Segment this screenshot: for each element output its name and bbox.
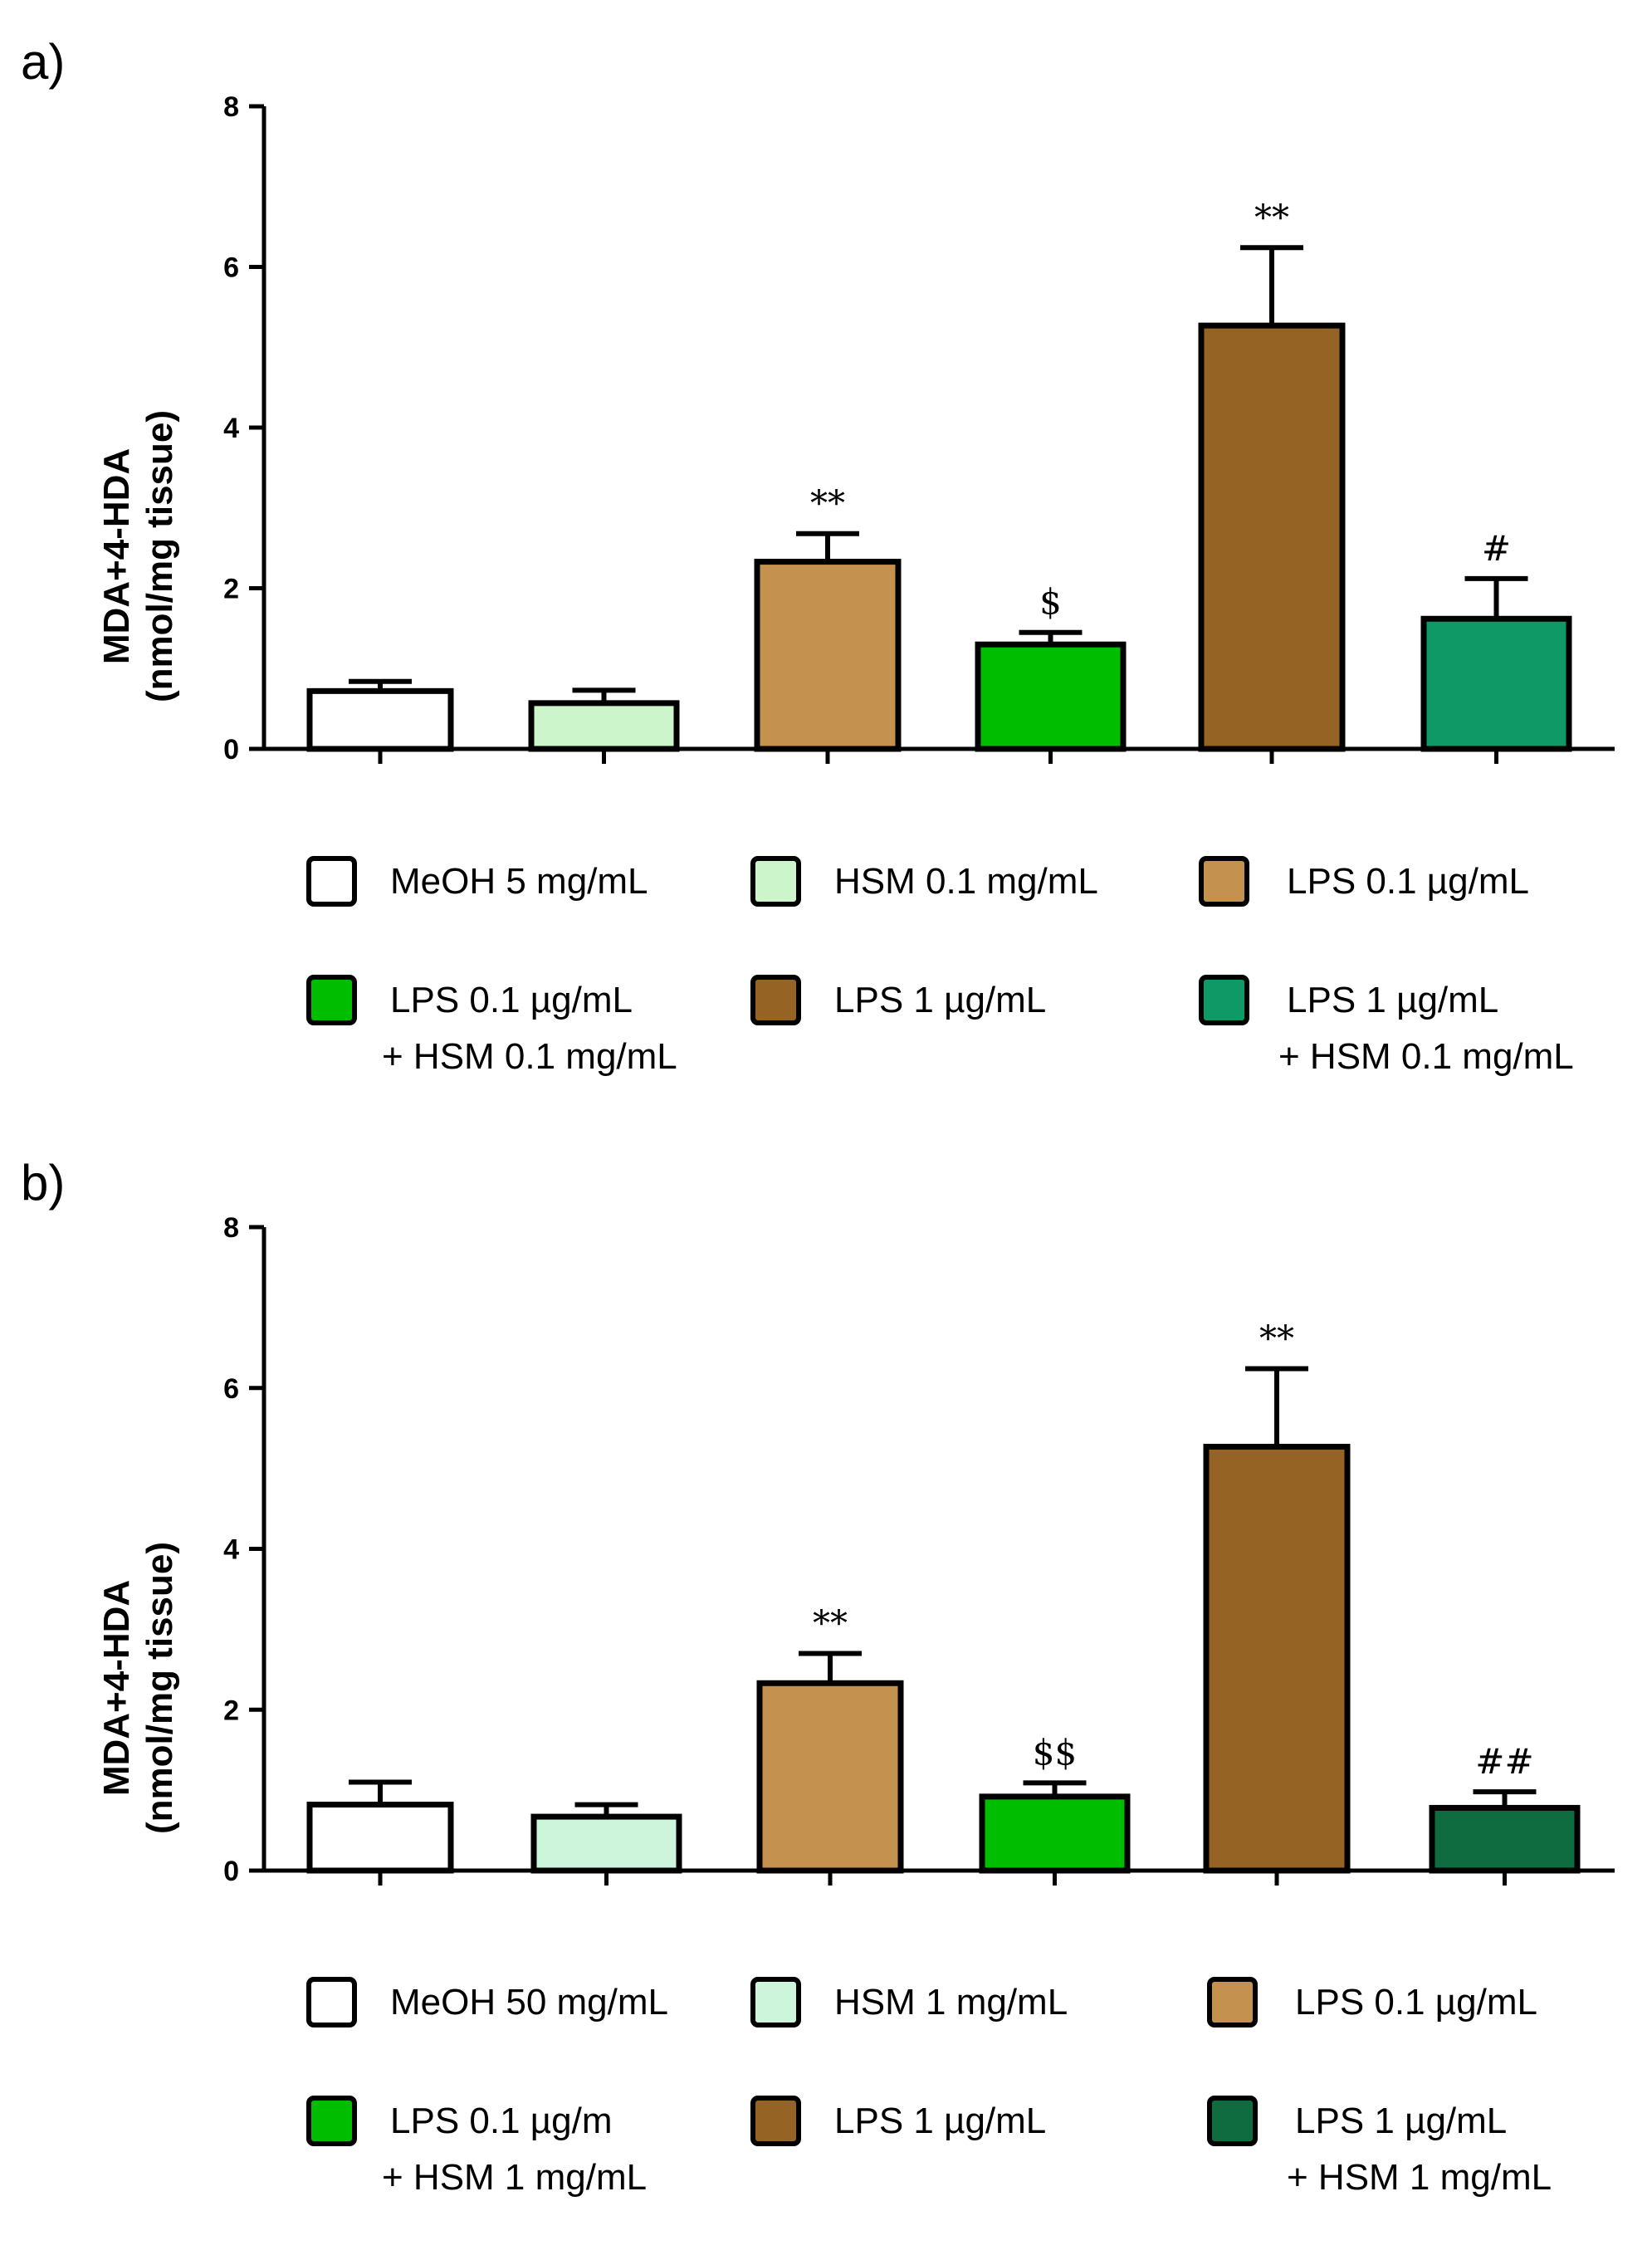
legend-label-line2: + HSM 0.1 mg/mL [382, 1036, 677, 1077]
significance-mark: # [1482, 528, 1511, 569]
significance-mark: ** [1254, 197, 1289, 237]
y-axis-label-line2: (nmol/mg tissue) [139, 410, 180, 702]
bar [756, 1680, 904, 1874]
significance-mark: ** [1259, 1318, 1294, 1359]
bar [306, 1802, 454, 1874]
bar [975, 641, 1127, 752]
y-axis-label-line2: (nmol/mg tissue) [139, 1542, 180, 1834]
bars-b: ** $$ ** ## [306, 1318, 1581, 1874]
y-axis-label-a: MDA+4-HDA (nmol/mg tissue) [96, 410, 180, 702]
y-axis-label-b: MDA+4-HDA (nmol/mg tissue) [96, 1542, 180, 1834]
legend-swatch [306, 1977, 357, 2027]
legend-swatch [1207, 2096, 1258, 2146]
legend-label: LPS 0.1 µg/m [390, 2101, 612, 2141]
legend-label: HSM 1 mg/mL [834, 1982, 1068, 2023]
significance-mark: ** [813, 1602, 848, 1643]
legend-label: LPS 1 µg/mL [1287, 980, 1498, 1020]
bar [1429, 1804, 1581, 1874]
y-tick-label: 8 [223, 1212, 239, 1244]
bar [306, 687, 454, 752]
bar [979, 1793, 1131, 1874]
y-tick-label: 8 [223, 91, 239, 123]
legend-swatch [306, 975, 357, 1025]
legend-label: MeOH 50 mg/mL [390, 1982, 668, 2023]
y-tick-label: 4 [223, 413, 239, 444]
y-tick-label: 6 [223, 1373, 239, 1405]
y-axis-label-line1: MDA+4-HDA [96, 1580, 137, 1796]
panel-a: a) MDA+4-HDA (nmol/mg tissue) ** $ ** # 0 2 4… [21, 34, 1615, 1077]
y-tick-label: 0 [223, 734, 239, 765]
legend-swatch [750, 1977, 801, 2027]
y-tick-label: 0 [223, 1856, 239, 1887]
panel-label-b: b) [21, 1155, 65, 1211]
legend-a: MeOH 5 mg/mL HSM 0.1 mg/mL LPS 0.1 µg/mL LP… [306, 856, 1574, 1077]
legend-label: MeOH 5 mg/mL [390, 861, 648, 902]
bar [1420, 615, 1572, 752]
y-tick-label: 6 [223, 252, 239, 284]
legend-label-line2: + HSM 1 mg/mL [1287, 2157, 1552, 2198]
legend-label: LPS 0.1 µg/mL [1295, 1982, 1537, 2023]
legend-swatch [1199, 975, 1249, 1025]
legend-swatch [306, 2096, 357, 2146]
legend-b: MeOH 50 mg/mL HSM 1 mg/mL LPS 0.1 µg/mL LPS… [306, 1977, 1552, 2198]
bar [530, 1813, 682, 1874]
legend-label: LPS 1 µg/mL [834, 980, 1046, 1020]
significance-mark: ## [1475, 1741, 1533, 1782]
legend-label: LPS 0.1 µg/mL [390, 980, 633, 1020]
panel-label-a: a) [21, 34, 65, 90]
legend-swatch [1199, 856, 1249, 907]
legend-label: LPS 1 µg/mL [1295, 2101, 1507, 2141]
significance-mark: $ [1039, 582, 1062, 623]
legend-swatch [1207, 1977, 1258, 2027]
y-tick-label: 2 [223, 574, 239, 605]
significance-mark: $$ [1033, 1732, 1077, 1773]
legend-label: LPS 1 µg/mL [834, 2101, 1046, 2141]
legend-swatch [750, 975, 801, 1025]
y-axis-label-line1: MDA+4-HDA [96, 448, 137, 664]
bar [754, 559, 902, 752]
y-tick-label: 4 [223, 1534, 239, 1566]
legend-label: LPS 0.1 µg/mL [1287, 861, 1529, 902]
legend-label: HSM 0.1 mg/mL [834, 861, 1098, 902]
bar [528, 700, 680, 752]
legend-swatch [750, 2096, 801, 2146]
legend-swatch [750, 856, 801, 907]
legend-label-line2: + HSM 1 mg/mL [382, 2157, 647, 2198]
bar [1198, 322, 1346, 752]
panel-b: b) MDA+4-HDA (nmol/mg tissue) ** $$ ** ## 0… [21, 1155, 1615, 2198]
significance-mark: ** [810, 483, 845, 524]
legend-swatch [306, 856, 357, 907]
legend-label-line2: + HSM 0.1 mg/mL [1278, 1036, 1574, 1077]
bar [1203, 1443, 1351, 1874]
y-tick-label: 2 [223, 1695, 239, 1726]
bars-a: ** $ ** # [306, 197, 1572, 752]
axes-a: 0 2 4 6 8 [223, 91, 1615, 765]
axes-b: 0 2 4 6 8 [223, 1212, 1615, 1887]
